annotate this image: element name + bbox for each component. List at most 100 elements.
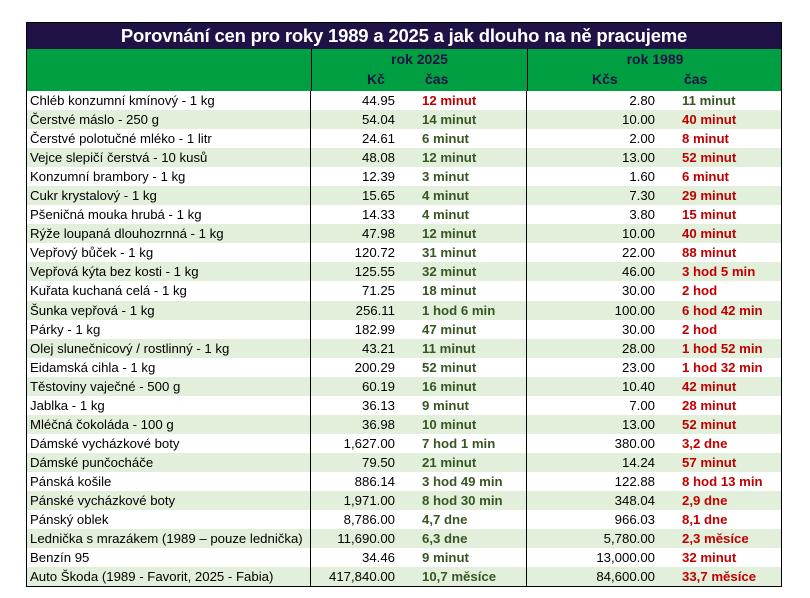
item-name-cell: Pánská košile [27, 471, 311, 491]
time-2025-cell: 3 minut [395, 167, 527, 187]
price-2025-cell: 71.25 [361, 283, 395, 299]
time-2025-cell: 16 minut [395, 376, 527, 396]
price-1989-cell: 13.00 [621, 416, 655, 432]
item-name-cell: Lednička s mrazákem (1989 – pouze lednič… [27, 529, 311, 549]
item-name-cell: Rýže loupaná dlouhozrnná - 1 kg [27, 224, 311, 244]
price-1989-cell: 10.00 [621, 226, 655, 242]
header-price-1989: Kčs [592, 71, 618, 87]
price-2025-cell: 256.11 [355, 302, 395, 318]
time-2025-cell: 12 minut [395, 148, 527, 168]
time-2025-cell: 7 hod 1 min [395, 433, 527, 453]
header-time-2025: čas [425, 71, 449, 87]
table-row: Vepřový bůček - 1 kg 120.72 31 minut 22.00 8… [27, 243, 781, 263]
item-name-cell: Eidamská cihla - 1 kg [27, 357, 311, 377]
price-2025-cell: 60.19 [361, 378, 395, 394]
price-2025-cell: 182.99 [354, 321, 395, 337]
item-name-cell: Pánské vycházkové boty [27, 490, 311, 511]
time-2025-cell: 10 minut [395, 414, 527, 434]
price-2025-cell: 1,971.00 [343, 492, 395, 508]
item-name-cell: Konzumní brambory - 1 kg [27, 167, 311, 187]
price-2025-cell: 417,840.00 [328, 569, 395, 585]
table-row: Eidamská cihla - 1 kg 200.29 52 minut 23.00… [27, 357, 781, 377]
item-name-cell: Mléčná čokoláda - 100 g [27, 414, 311, 434]
time-2025-cell: 9 minut [395, 548, 527, 568]
table-row: Čerstvé polotučné mléko - 1 litr 24.61 6 m… [27, 129, 781, 149]
time-2025-cell: 1 hod 6 min [395, 300, 527, 320]
item-name-cell: Jablka - 1 kg [27, 395, 311, 415]
table-row: Pšeničná mouka hrubá - 1 kg 14.33 4 minut 3… [27, 205, 781, 225]
table-row: Chléb konzumní kmínový - 1 kg 44.95 12 min… [27, 91, 781, 111]
price-1989-cell: 5,780.00 [603, 531, 655, 547]
time-1989-cell: 1 hod 32 min [682, 359, 763, 375]
time-1989-cell: 28 minut [682, 397, 737, 413]
time-1989-cell: 2 hod [682, 283, 718, 299]
time-1989-cell: 6 minut [682, 169, 729, 185]
price-1989-cell: 1.60 [629, 169, 655, 185]
price-2025-cell: 200.29 [354, 359, 395, 375]
price-1989-cell: 7.00 [629, 397, 655, 413]
price-2025-cell: 14.33 [361, 207, 395, 223]
table-body: Chléb konzumní kmínový - 1 kg 44.95 12 min… [27, 91, 781, 587]
time-1989-cell: 8 hod 13 min [682, 473, 763, 489]
table-title: Porovnání cen pro roky 1989 a 2025 a jak… [27, 23, 781, 49]
table-row: Vepřová kýta bez kosti - 1 kg 125.55 32 mi… [27, 262, 781, 282]
time-2025-cell: 9 minut [395, 395, 527, 415]
price-2025-cell: 54.04 [361, 112, 395, 128]
time-1989-cell: 29 minut [682, 188, 737, 204]
item-name-cell: Chléb konzumní kmínový - 1 kg [27, 91, 311, 111]
time-2025-cell: 4 minut [395, 186, 527, 206]
price-1989-cell: 13,000.00 [596, 550, 655, 566]
time-1989-cell: 2,9 dne [682, 492, 728, 508]
header-time-1989: čas [684, 71, 708, 87]
time-2025-cell: 52 minut [395, 357, 527, 377]
price-1989-cell: 348.04 [614, 492, 655, 508]
table-row: Vejce slepičí čerstvá - 10 kusů 48.08 12 m… [27, 148, 781, 168]
time-1989-cell: 1 hod 52 min [682, 340, 763, 356]
price-2025-cell: 120.72 [354, 245, 395, 261]
price-2025-cell: 47.98 [361, 226, 395, 242]
time-2025-cell: 21 minut [395, 452, 527, 472]
price-1989-cell: 10.40 [621, 378, 655, 394]
table-row: Kuřata kuchaná celá - 1 kg 71.25 18 minut 3… [27, 281, 781, 301]
time-2025-cell: 18 minut [395, 281, 527, 301]
item-name-cell: Auto Škoda (1989 - Favorit, 2025 - Fabia… [27, 567, 311, 587]
price-1989-cell: 46.00 [621, 264, 655, 280]
time-2025-cell: 31 minut [395, 243, 527, 263]
price-1989-cell: 100.00 [614, 302, 655, 318]
price-2025-cell: 79.50 [361, 454, 395, 470]
table-row: Lednička s mrazákem (1989 – pouze lednič… [27, 529, 781, 549]
time-2025-cell: 8 hod 30 min [395, 490, 527, 511]
price-1989-cell: 3.80 [629, 207, 655, 223]
price-1989-cell: 7.30 [629, 188, 655, 204]
price-2025-cell: 44.95 [361, 93, 395, 108]
price-2025-cell: 8,786.00 [343, 512, 395, 528]
price-2025-cell: 125.55 [354, 264, 395, 280]
header-1989-group: rok 1989 Kčs čas [528, 49, 782, 91]
table-row: Pánské vycházkové boty 1,971.00 8 hod 30 m… [27, 490, 781, 511]
time-1989-cell: 8 minut [682, 131, 729, 147]
price-2025-cell: 886.14 [354, 473, 395, 489]
table-row: Jablka - 1 kg 36.13 9 minut 7.00 28 minut [27, 395, 781, 415]
table-row: Těstoviny vaječné - 500 g 60.19 16 minut 10… [27, 376, 781, 396]
time-1989-cell: 57 minut [682, 454, 737, 470]
price-1989-cell: 2.00 [629, 131, 655, 147]
time-1989-cell: 40 minut [682, 112, 737, 128]
table-row: Pánský oblek 8,786.00 4,7 dne 966.03 8,1 dne [27, 510, 781, 530]
time-2025-cell: 12 minut [395, 91, 527, 111]
header-year-1989: rok 1989 [626, 51, 684, 67]
price-1989-cell: 13.00 [621, 150, 655, 166]
table-row: Dámské vycházkové boty 1,627.00 7 hod 1 mi… [27, 433, 781, 453]
item-name-cell: Vepřový bůček - 1 kg [27, 243, 311, 263]
time-1989-cell: 52 minut [682, 150, 737, 166]
price-2025-cell: 48.08 [361, 150, 395, 166]
table-row: Auto Škoda (1989 - Favorit, 2025 - Fabia… [27, 567, 781, 587]
price-1989-cell: 28.00 [621, 340, 655, 356]
price-1989-cell: 966.03 [614, 512, 655, 528]
item-name-cell: Párky - 1 kg [27, 319, 311, 339]
time-2025-cell: 3 hod 49 min [395, 471, 527, 491]
header-price-2025: Kč [367, 71, 385, 87]
header-2025-group: rok 2025 Kč čas [312, 49, 528, 91]
item-name-cell: Vejce slepičí čerstvá - 10 kusů [27, 148, 311, 168]
time-2025-cell: 11 minut [395, 338, 527, 358]
item-name-cell: Olej slunečnicový / rostlinný - 1 kg [27, 338, 311, 358]
